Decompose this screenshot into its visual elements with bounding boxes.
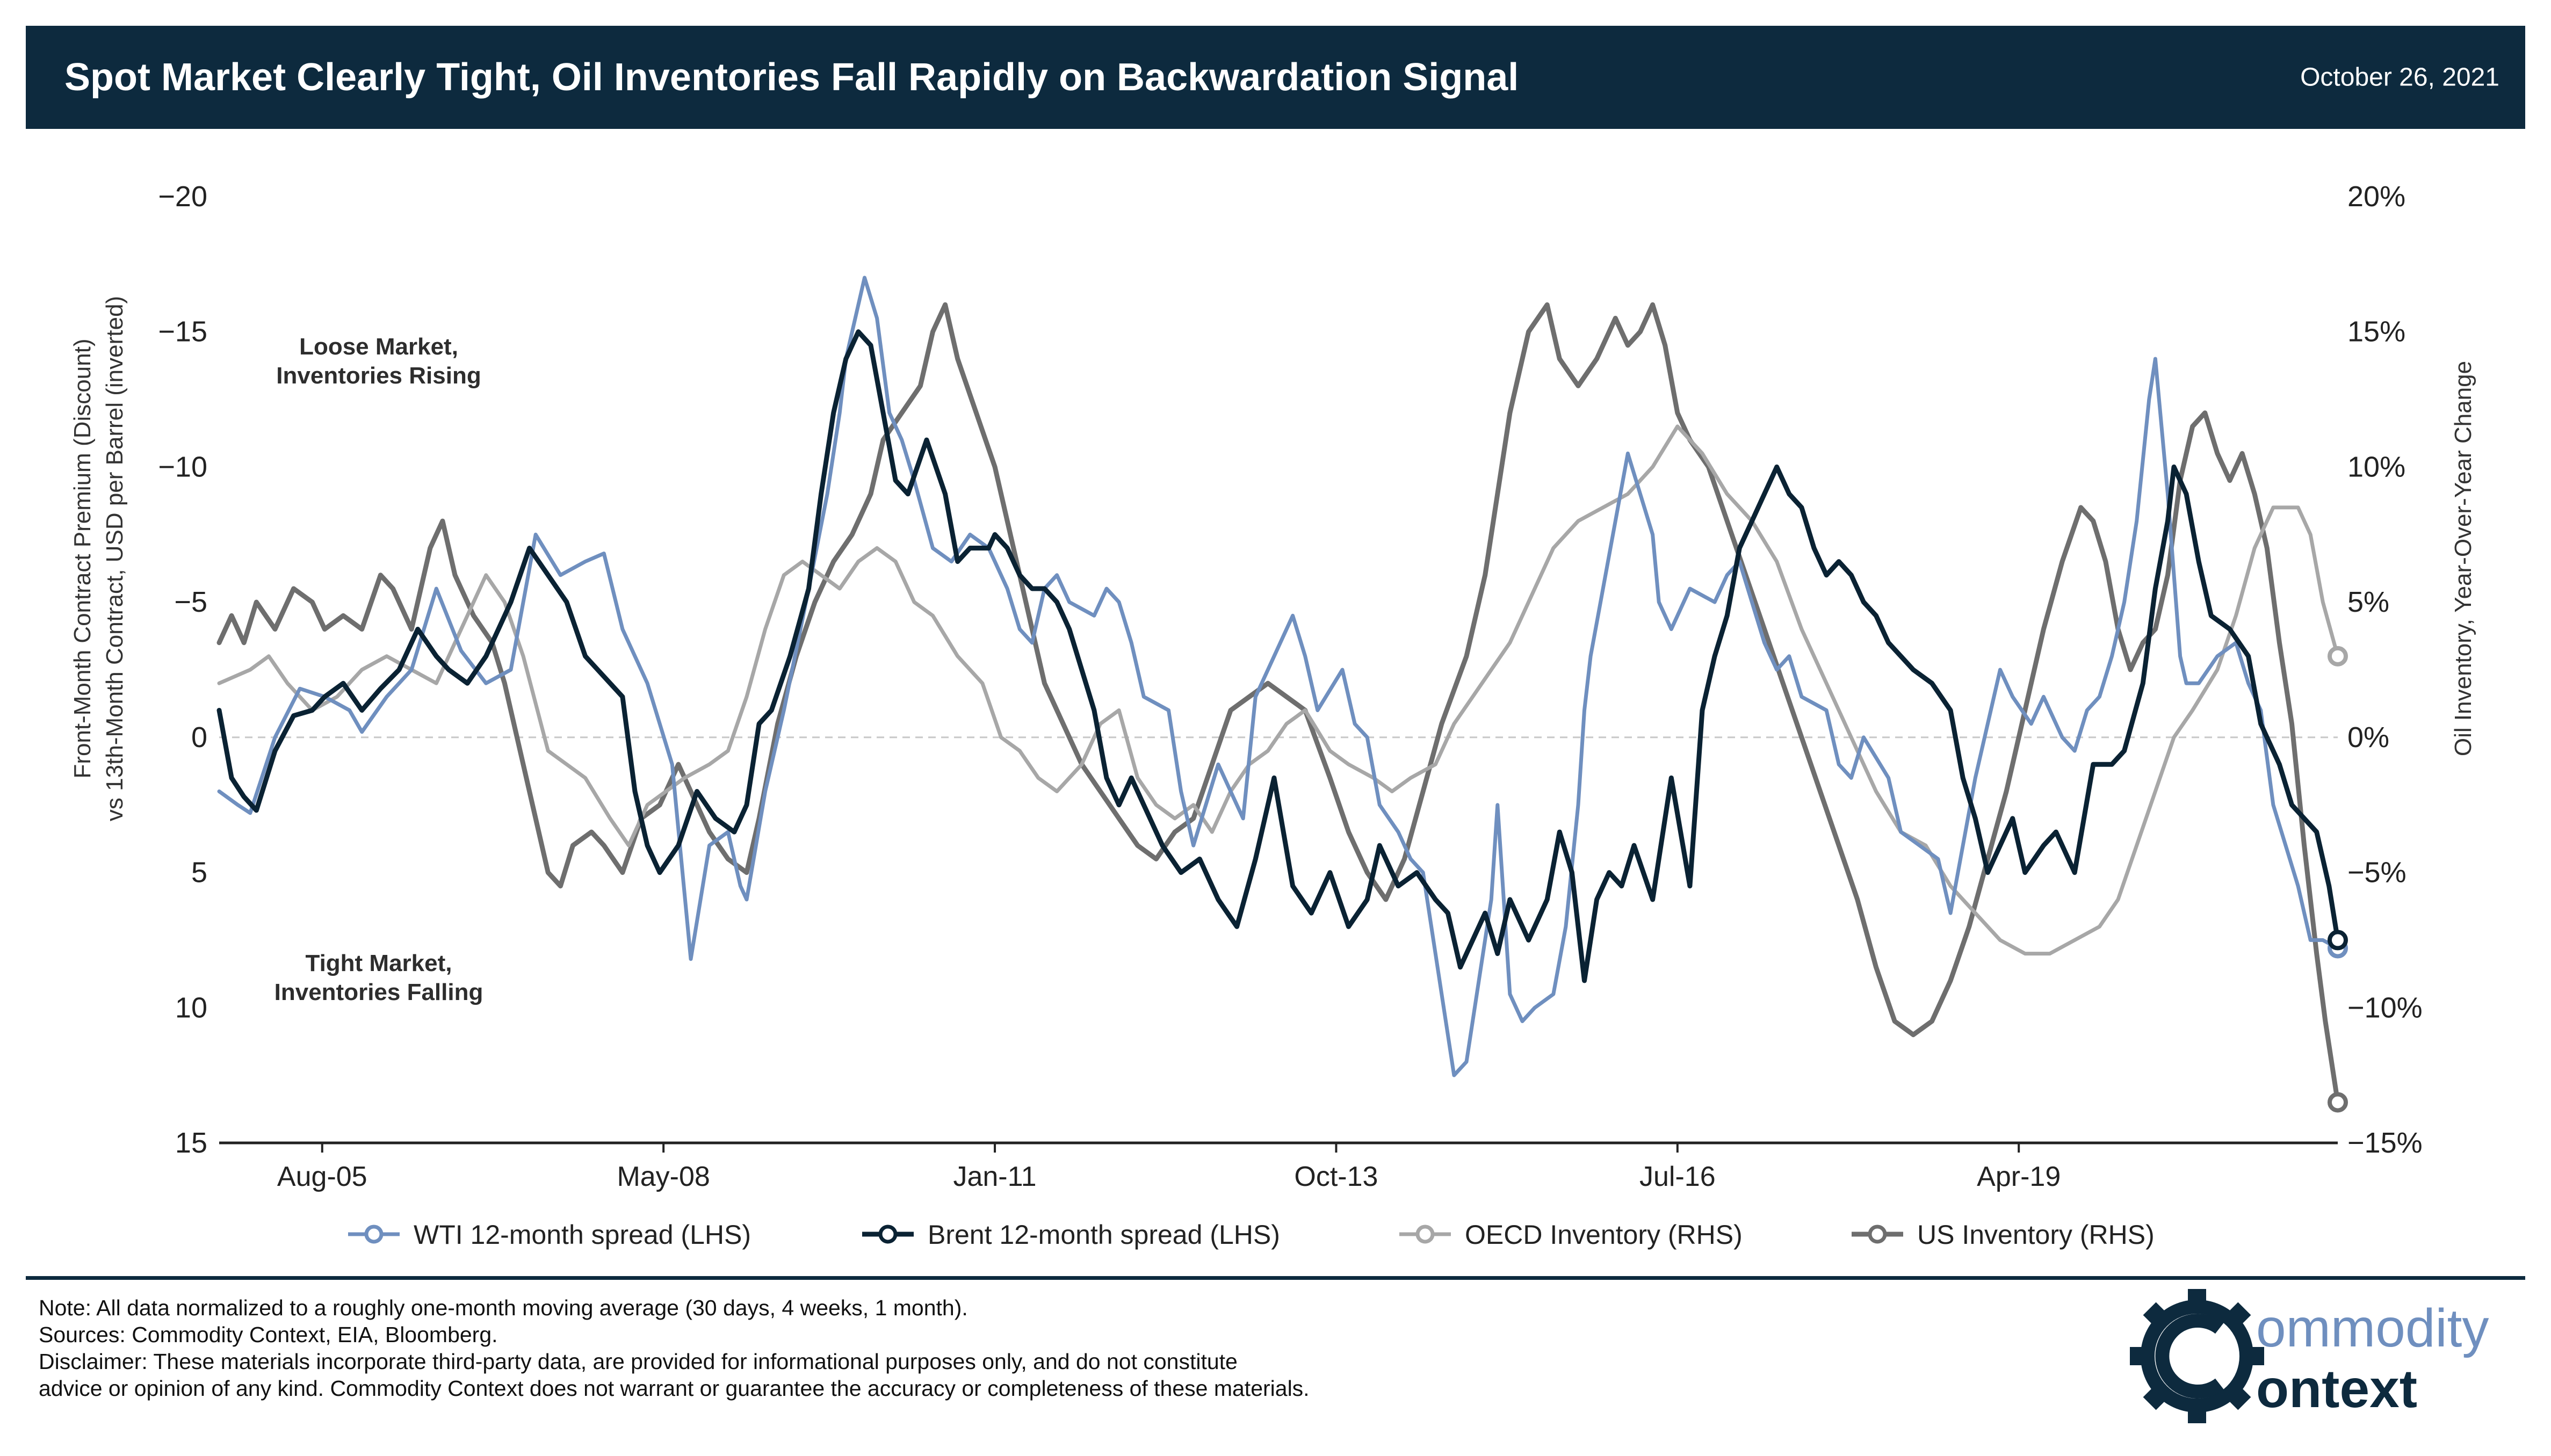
- brent-series-endpoint: [2328, 930, 2348, 951]
- logo-text-line2: ontext: [2256, 1359, 2417, 1419]
- right-tick-label: −15%: [2347, 1127, 2423, 1159]
- legend-marker-us: [1868, 1225, 1887, 1244]
- logo-text-line1: ommodity: [2256, 1298, 2489, 1358]
- chart-title: Spot Market Clearly Tight, Oil Inventori…: [64, 56, 1519, 99]
- footer-note: Note: All data normalized to a roughly o…: [39, 1295, 968, 1320]
- right-tick-label: −10%: [2347, 991, 2423, 1024]
- legend-label-oecd: OECD Inventory (RHS): [1465, 1220, 1743, 1250]
- right-tick-label: 5%: [2347, 586, 2389, 618]
- x-tick-label: Jan-11: [953, 1161, 1036, 1192]
- x-tick-label: Apr-19: [1977, 1161, 2061, 1192]
- right-tick-label: 10%: [2347, 451, 2405, 483]
- axes: Aug-05 May-08 Jan-11 Oct-13 Jul-16 Apr-19 −20 −…: [158, 180, 2422, 1192]
- annotations: Loose Market, Inventories Rising Tight M…: [274, 334, 483, 1005]
- tight-market-label-line2: Inventories Falling: [274, 979, 483, 1005]
- x-tick-label: Aug-05: [277, 1161, 367, 1192]
- left-tick-label: 15: [175, 1127, 207, 1159]
- tight-market-label-line1: Tight Market,: [305, 950, 452, 976]
- wti-series-line: [217, 276, 2340, 1077]
- left-axis-label-line1: Front-Month Contract Premium (Discount): [69, 338, 96, 778]
- legend: WTI 12-month spread (LHS) Brent 12-month …: [348, 1220, 2155, 1250]
- oecd-series-line: [217, 424, 2340, 956]
- left-tick-label: 10: [175, 991, 207, 1024]
- legend-marker-oecd: [1415, 1225, 1435, 1244]
- left-axis-label-line2: vs 13th-Month Contract, USD per Barrel (…: [102, 296, 128, 821]
- us-series-line: [216, 302, 2340, 1105]
- loose-market-label-line2: Inventories Rising: [276, 363, 481, 389]
- chart-date: October 26, 2021: [2300, 63, 2499, 92]
- right-axis-label: Oil Inventory, Year-Over-Year Change: [2450, 361, 2476, 756]
- gear-icon: [2130, 1289, 2264, 1423]
- brent-series-line: [216, 329, 2340, 983]
- footer-sources: Sources: Commodity Context, EIA, Bloombe…: [39, 1322, 498, 1347]
- x-tick-label: Jul-16: [1639, 1161, 1716, 1192]
- right-tick-label: 20%: [2347, 180, 2405, 213]
- footer-divider: [26, 1276, 2525, 1280]
- legend-marker-wti: [364, 1225, 384, 1244]
- oecd-series-endpoint: [2328, 646, 2348, 667]
- x-tick-label: Oct-13: [1294, 1161, 1378, 1192]
- footer-disclaimer-2: advice or opinion of any kind. Commodity…: [39, 1376, 1310, 1401]
- commodity-context-logo: ommodity ontext: [2130, 1289, 2489, 1423]
- chart-area: Aug-05 May-08 Jan-11 Oct-13 Jul-16 Apr-19 −20 −…: [69, 180, 2476, 1250]
- left-tick-label: 5: [191, 857, 207, 889]
- chart-header: Spot Market Clearly Tight, Oil Inventori…: [26, 26, 2525, 129]
- right-tick-label: 0%: [2347, 721, 2389, 754]
- footer-disclaimer-1: Disclaimer: These materials incorporate …: [39, 1349, 1238, 1374]
- footer-notes: Note: All data normalized to a roughly o…: [39, 1294, 1310, 1402]
- left-tick-label: 0: [191, 721, 207, 754]
- legend-label-wti: WTI 12-month spread (LHS): [414, 1220, 751, 1250]
- legend-label-brent: Brent 12-month spread (LHS): [928, 1220, 1280, 1250]
- loose-market-label-line1: Loose Market,: [299, 334, 458, 360]
- us-series-endpoint: [2328, 1092, 2348, 1113]
- right-tick-label: 15%: [2347, 316, 2405, 348]
- left-tick-label: −10: [158, 451, 207, 483]
- legend-marker-brent: [878, 1225, 898, 1244]
- x-tick-label: May-08: [617, 1161, 710, 1192]
- left-tick-label: −20: [158, 180, 207, 213]
- series-layer: [216, 276, 2348, 1113]
- right-tick-label: −5%: [2347, 857, 2407, 889]
- left-tick-label: −15: [158, 316, 207, 348]
- left-tick-label: −5: [174, 586, 207, 618]
- legend-label-us: US Inventory (RHS): [1917, 1220, 2155, 1250]
